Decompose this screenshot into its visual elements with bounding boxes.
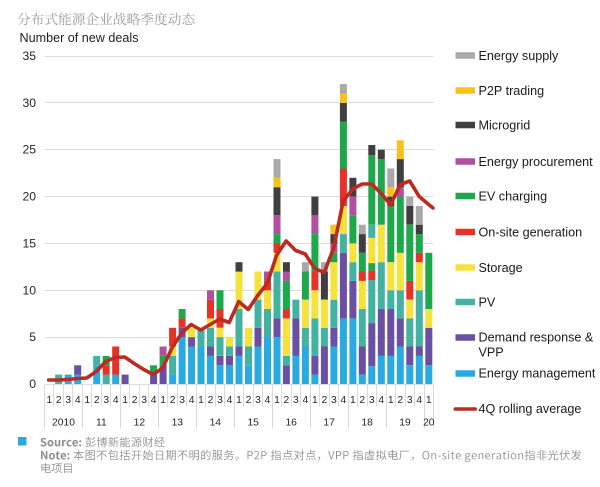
svg-text:2: 2 (359, 395, 365, 406)
svg-text:Energy supply: Energy supply (479, 49, 560, 63)
svg-text:1: 1 (350, 395, 356, 406)
svg-text:VPP: VPP (479, 346, 504, 360)
svg-text:15: 15 (247, 418, 259, 429)
svg-text:14: 14 (210, 418, 222, 429)
svg-text:4: 4 (303, 395, 309, 406)
svg-text:Energy procurement: Energy procurement (479, 155, 594, 169)
svg-text:2: 2 (94, 395, 100, 406)
svg-text:4: 4 (265, 395, 271, 406)
svg-text:5: 5 (29, 330, 36, 344)
svg-text:Number of new deals: Number of new deals (20, 31, 139, 45)
svg-text:12: 12 (134, 418, 146, 429)
svg-text:13: 13 (172, 418, 184, 429)
svg-text:Storage: Storage (479, 261, 523, 275)
svg-text:4: 4 (378, 395, 384, 406)
svg-text:1: 1 (198, 395, 204, 406)
svg-text:20: 20 (423, 418, 435, 429)
svg-text:20: 20 (22, 190, 36, 204)
svg-text:35: 35 (22, 49, 36, 63)
svg-text:4: 4 (151, 395, 157, 406)
svg-text:1: 1 (388, 395, 394, 406)
svg-text:P2P trading: P2P trading (479, 84, 545, 98)
svg-text:3: 3 (179, 395, 185, 406)
svg-text:2: 2 (322, 395, 328, 406)
svg-text:2: 2 (284, 395, 290, 406)
svg-text:4: 4 (227, 395, 233, 406)
svg-text:2: 2 (132, 395, 138, 406)
svg-text:3: 3 (369, 395, 375, 406)
svg-text:Energy management: Energy management (479, 367, 596, 381)
svg-text:1: 1 (122, 395, 128, 406)
svg-text:30: 30 (22, 96, 36, 110)
svg-text:3: 3 (331, 395, 337, 406)
svg-text:3: 3 (65, 395, 71, 406)
svg-text:3: 3 (141, 395, 147, 406)
svg-text:2: 2 (56, 395, 62, 406)
svg-text:10: 10 (22, 283, 36, 297)
svg-text:2: 2 (246, 395, 252, 406)
svg-text:PV: PV (479, 296, 496, 310)
svg-text:1: 1 (426, 395, 432, 406)
svg-text:19: 19 (399, 418, 411, 429)
svg-text:Microgrid: Microgrid (479, 119, 531, 133)
svg-text:1: 1 (84, 395, 90, 406)
svg-text:3: 3 (103, 395, 109, 406)
svg-text:4: 4 (416, 395, 422, 406)
svg-text:3: 3 (217, 395, 223, 406)
svg-text:25: 25 (22, 143, 36, 157)
svg-text:Demand response &: Demand response & (479, 331, 594, 345)
svg-text:EV charging: EV charging (479, 190, 548, 204)
svg-text:4: 4 (75, 395, 81, 406)
svg-text:4: 4 (341, 395, 347, 406)
svg-text:2: 2 (170, 395, 176, 406)
svg-text:2010: 2010 (52, 418, 75, 429)
svg-text:2: 2 (397, 395, 403, 406)
svg-text:1: 1 (312, 395, 318, 406)
svg-text:4Q rolling average: 4Q rolling average (479, 402, 582, 416)
svg-text:15: 15 (22, 236, 36, 250)
svg-text:3: 3 (255, 395, 261, 406)
svg-text:4: 4 (113, 395, 119, 406)
svg-text:1: 1 (160, 395, 166, 406)
svg-text:16: 16 (285, 418, 297, 429)
svg-text:1: 1 (274, 395, 280, 406)
svg-text:11: 11 (96, 418, 107, 429)
svg-text:18: 18 (361, 418, 373, 429)
svg-text:3: 3 (293, 395, 299, 406)
svg-text:0: 0 (29, 377, 36, 391)
svg-text:1: 1 (236, 395, 242, 406)
svg-text:1: 1 (46, 395, 52, 406)
svg-text:On-site generation: On-site generation (479, 226, 583, 240)
svg-text:4: 4 (189, 395, 195, 406)
svg-text:2: 2 (208, 395, 214, 406)
svg-text:17: 17 (323, 418, 335, 429)
svg-text:3: 3 (407, 395, 413, 406)
